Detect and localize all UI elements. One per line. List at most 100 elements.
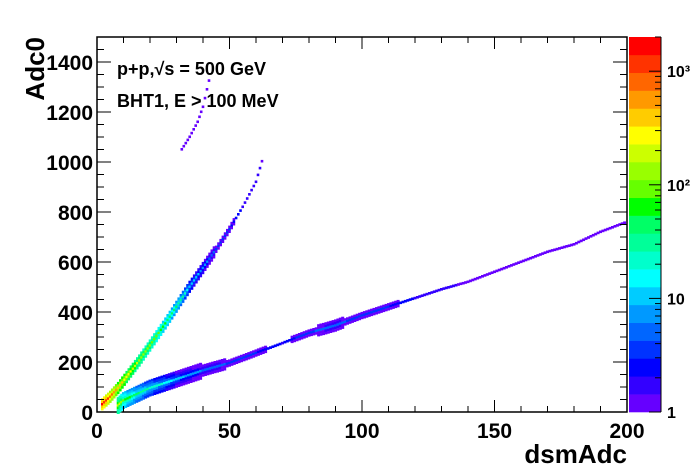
heatmap-cell bbox=[620, 222, 624, 225]
heatmap-cell bbox=[362, 311, 366, 314]
heatmap-cell bbox=[191, 379, 195, 383]
heatmap-cell bbox=[116, 381, 120, 385]
heatmap-cell bbox=[148, 384, 152, 387]
colorbar-segment bbox=[629, 376, 661, 395]
heatmap-cell bbox=[133, 362, 137, 365]
heatmap-cell bbox=[353, 314, 357, 318]
heatmap-cell bbox=[167, 382, 171, 386]
heatmap-cell bbox=[210, 259, 214, 262]
heatmap-cell bbox=[133, 401, 136, 404]
heatmap-cell bbox=[141, 397, 145, 400]
heatmap-cell bbox=[329, 328, 333, 331]
heatmap-cell bbox=[334, 321, 337, 325]
heatmap-cell bbox=[114, 393, 118, 397]
heatmap-cell bbox=[389, 304, 393, 308]
heatmap-cell bbox=[237, 355, 241, 359]
heatmap-cell bbox=[367, 311, 371, 315]
heatmap-cell bbox=[128, 403, 132, 406]
heatmap-cell bbox=[138, 361, 141, 365]
heatmap-cell bbox=[223, 358, 227, 361]
heatmap-cell bbox=[302, 331, 306, 334]
heatmap-cell bbox=[468, 279, 472, 283]
heatmap-cell bbox=[184, 379, 188, 383]
heatmap-cell bbox=[199, 274, 203, 278]
heatmap-cell bbox=[226, 228, 229, 232]
heatmap-cell bbox=[230, 358, 234, 361]
heatmap-cell bbox=[144, 396, 148, 399]
heatmap-cell bbox=[375, 307, 378, 310]
heatmap-cell bbox=[199, 110, 203, 114]
heatmap-cell bbox=[142, 358, 145, 361]
heatmap-cell bbox=[322, 330, 325, 333]
y-tick-label: 0 bbox=[81, 402, 93, 425]
heatmap-cell bbox=[112, 393, 116, 397]
heatmap-cell bbox=[261, 346, 265, 350]
heatmap-cell bbox=[146, 344, 150, 348]
heatmap-cell bbox=[175, 380, 178, 383]
heatmap-cell bbox=[230, 221, 233, 225]
heatmap-cell bbox=[188, 283, 191, 286]
heatmap-cell bbox=[232, 222, 236, 226]
heatmap-cell bbox=[377, 311, 381, 314]
heatmap-cell bbox=[350, 320, 354, 323]
heatmap-cell bbox=[165, 378, 169, 382]
heatmap-cell bbox=[483, 274, 487, 277]
heatmap-cell bbox=[403, 299, 407, 303]
heatmap-cell bbox=[184, 289, 187, 293]
heatmap-cell bbox=[118, 407, 122, 410]
heatmap-cell bbox=[336, 323, 340, 326]
heatmap-cell bbox=[449, 285, 453, 288]
heatmap-cell bbox=[307, 334, 311, 337]
heatmap-cell bbox=[128, 391, 132, 394]
heatmap-cell bbox=[135, 395, 139, 398]
heatmap-cell bbox=[142, 348, 145, 351]
heatmap-cell bbox=[550, 249, 554, 252]
heatmap-cell bbox=[189, 368, 193, 371]
heatmap-cell bbox=[179, 371, 183, 375]
heatmap-cell bbox=[170, 309, 174, 313]
heatmap-cell bbox=[606, 227, 610, 231]
heatmap-cell bbox=[507, 265, 511, 268]
y-tick-label: 400 bbox=[58, 302, 93, 325]
heatmap-cell bbox=[285, 339, 289, 343]
heatmap-cell bbox=[114, 384, 118, 387]
heatmap-cell bbox=[181, 295, 185, 299]
heatmap-cell bbox=[114, 388, 118, 392]
heatmap-cell bbox=[157, 329, 161, 332]
heatmap-cell bbox=[126, 397, 130, 400]
heatmap-cell bbox=[223, 367, 227, 371]
heatmap-cell bbox=[295, 336, 299, 339]
heatmap-cell bbox=[589, 235, 593, 238]
heatmap-cell bbox=[179, 383, 183, 387]
heatmap-cell bbox=[201, 261, 205, 265]
heatmap-cell bbox=[319, 325, 323, 329]
heatmap-cell bbox=[252, 350, 256, 353]
heatmap-cell bbox=[201, 264, 205, 267]
heatmap-cell bbox=[164, 322, 167, 325]
heatmap-cell bbox=[319, 333, 323, 336]
x-tick-label: 0 bbox=[91, 420, 103, 443]
heatmap-cell bbox=[186, 291, 189, 294]
heatmap-cell bbox=[194, 124, 197, 127]
heatmap-cell bbox=[324, 331, 328, 335]
heatmap-cell bbox=[384, 306, 388, 309]
heatmap-cell bbox=[140, 353, 143, 357]
heatmap-cell bbox=[146, 390, 150, 393]
heatmap-cell bbox=[214, 250, 218, 253]
heatmap-cell bbox=[199, 269, 203, 273]
heatmap-cell bbox=[170, 384, 174, 387]
heatmap-cell bbox=[119, 386, 122, 389]
heatmap-cell bbox=[144, 381, 148, 385]
heatmap-cell bbox=[179, 298, 183, 302]
heatmap-cell bbox=[155, 337, 158, 340]
heatmap-cell bbox=[362, 313, 366, 317]
heatmap-cell bbox=[314, 329, 318, 333]
heatmap-cell bbox=[164, 324, 167, 328]
heatmap-cell bbox=[175, 375, 178, 379]
heatmap-cell bbox=[565, 245, 569, 248]
heatmap-cell bbox=[331, 320, 335, 323]
heatmap-cell bbox=[324, 329, 328, 332]
heatmap-cell bbox=[160, 382, 164, 386]
heatmap-cell bbox=[611, 226, 614, 229]
heatmap-cell bbox=[122, 401, 125, 405]
